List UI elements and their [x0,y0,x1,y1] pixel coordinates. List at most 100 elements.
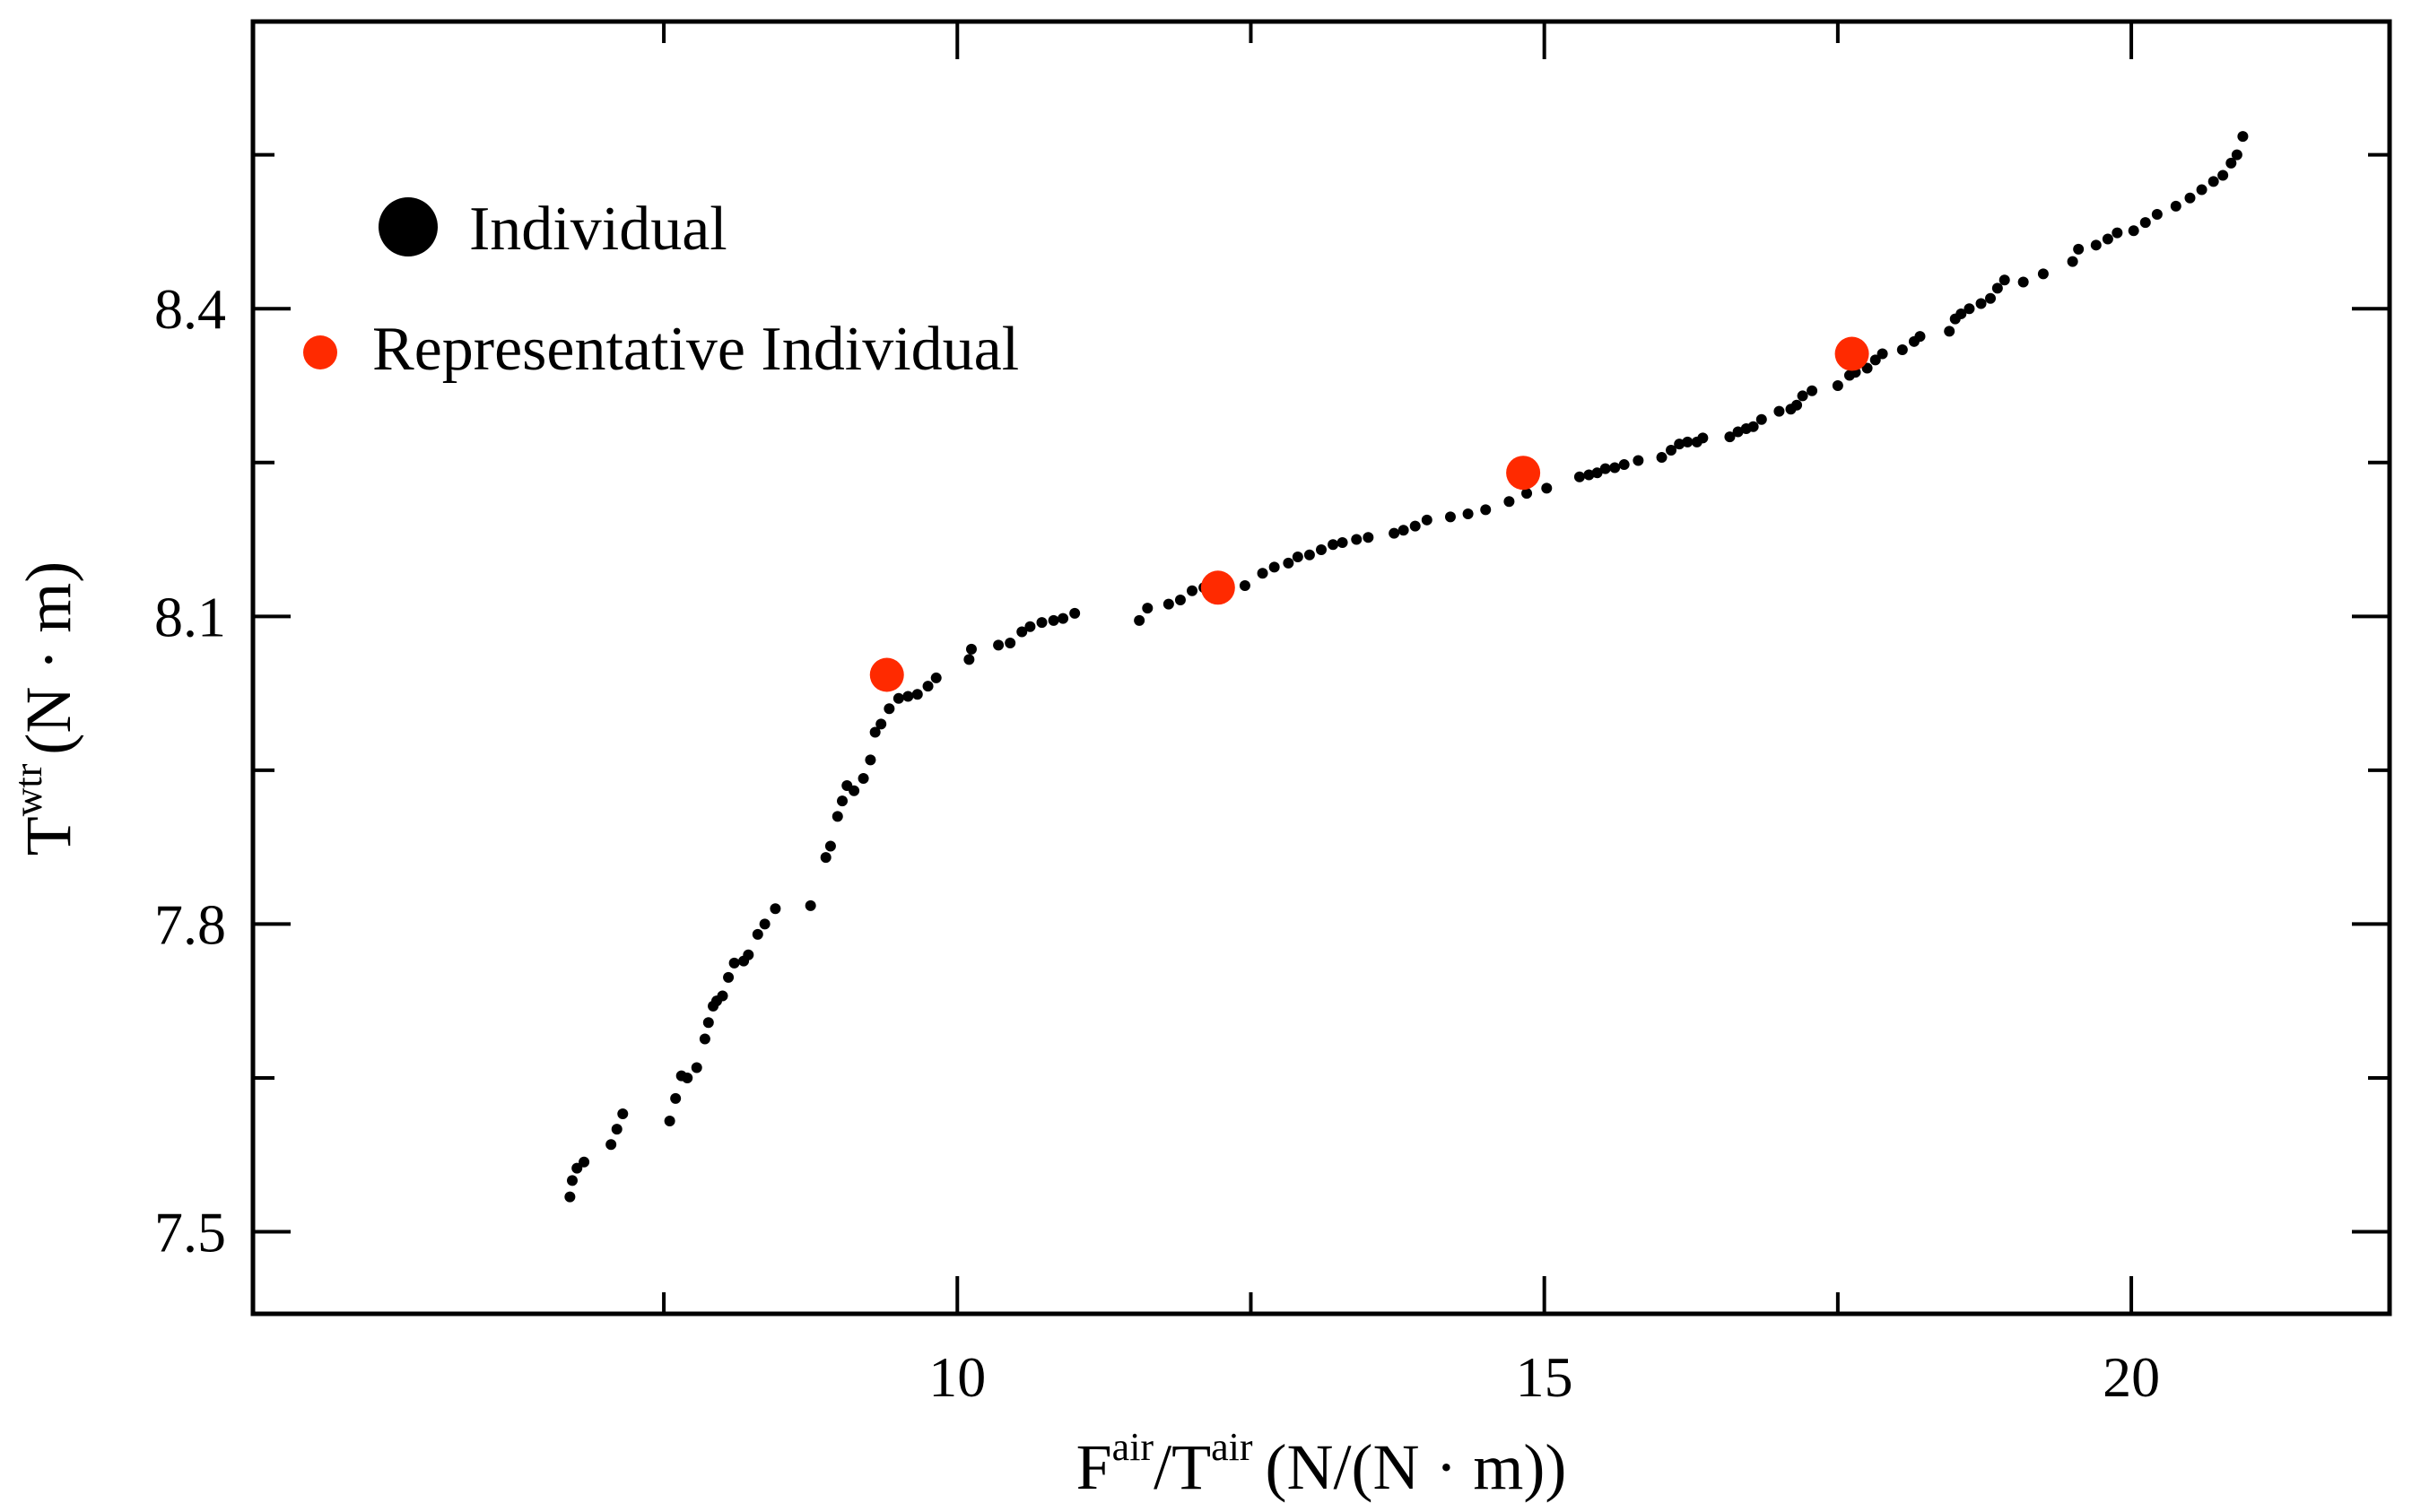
individual-point [2037,268,2049,280]
individual-point [893,692,904,704]
individual-point [1421,514,1432,526]
individual-point [2170,200,2181,212]
individual-point [1896,343,1908,355]
x-title-sup1: air [1112,1425,1154,1469]
individual-point [1351,534,1363,545]
individual-point [2151,209,2163,221]
individual-point [728,957,740,969]
y-tick-label: 7.5 [154,1201,226,1264]
x-title-sup2: air [1211,1425,1253,1469]
individual-point [1239,580,1250,592]
individual-point [1069,607,1081,619]
individual-point [832,811,843,822]
individual-point [849,785,860,796]
individual-point [1955,308,1967,319]
individual-point [2102,233,2113,245]
individual-point [1697,432,1709,444]
individual-point [1462,508,1474,519]
individual-point [611,1124,623,1135]
individual-point [1048,614,1059,626]
y-tick-label: 8.1 [154,585,226,648]
axis-ticks [253,22,2390,1314]
individual-point [2237,131,2249,143]
representative-point [869,657,904,692]
individual-point [617,1108,629,1119]
individual-point [2073,243,2085,255]
individual-point [1869,354,1881,366]
individual-point [1058,613,1069,624]
legend-label-representative: Representative Individual [372,315,1019,384]
individual-point [571,1162,583,1174]
individual-point [2090,239,2102,251]
individual-point [1832,379,1843,391]
individual-point [1861,362,1873,374]
individual-point [911,689,923,700]
individual-point [1134,614,1145,626]
x-tick-label: 20 [2103,1345,2160,1409]
individual-point [1389,527,1400,539]
individual-point [930,672,942,683]
individual-point [1876,348,1888,360]
legend-marker-individual [379,197,438,256]
individual-point [759,918,771,930]
individual-point [1975,298,1987,309]
x-tick-label: 15 [1516,1345,1573,1409]
individual-point [1174,595,1186,606]
legend-label-individual: Individual [469,195,727,264]
individual-point [1292,551,1303,562]
individual-point [2017,276,2029,288]
individual-point [564,1191,576,1203]
individual-point [1591,467,1603,479]
individual-point [566,1175,578,1186]
individual-point [1337,536,1348,548]
individual-point [1016,626,1028,638]
individual-point [682,1072,693,1083]
individual-point [670,1092,682,1104]
individual-point [2225,157,2237,169]
individual-point [2128,225,2139,237]
tick-labels: 10 15 20 7.5 7.8 8.1 8.4 [154,277,2160,1409]
plot-frame [250,19,2392,1316]
individual-point [2217,169,2229,181]
individual-point [1024,621,1036,632]
individual-point [1944,326,1955,337]
individual-point [1328,539,1339,551]
individual-point [1268,561,1280,573]
individual-point [1682,436,1694,448]
individual-point [820,852,832,864]
individual-point [1363,532,1374,543]
x-axis-title: Fair/Tair (N/(N · m)) [1076,1425,1567,1503]
representative-point [1200,570,1235,605]
individual-point [805,899,816,911]
individual-point [965,643,977,655]
individual-point [1914,331,1926,343]
individual-point [1807,385,1818,396]
individual-point [865,754,876,766]
individual-point [2184,192,2196,204]
individual-point [902,691,914,702]
individual-point [1303,549,1315,560]
individual-point [1503,496,1515,508]
individual-point [1283,557,1294,569]
individual-point [1583,469,1595,481]
individual-point [1666,445,1677,456]
individual-point [2207,176,2219,187]
individual-point [1521,488,1533,500]
individual-point [963,654,975,665]
individual-point [884,703,895,715]
individual-point [1656,452,1668,464]
individual-point [1142,603,1154,614]
individual-point [717,990,728,1002]
representative-point [1834,336,1869,371]
individual-point [605,1139,617,1151]
individual-point [1964,303,1975,315]
individual-point [1444,511,1456,523]
individual-point [1732,426,1744,438]
individual-point [1187,585,1198,596]
individual-point [1257,568,1268,579]
individual-point [1674,439,1685,450]
individual-point [1998,274,2010,286]
y-title-sup: wtr [6,763,50,816]
individual-point [579,1156,590,1168]
individual-point [1541,482,1553,494]
